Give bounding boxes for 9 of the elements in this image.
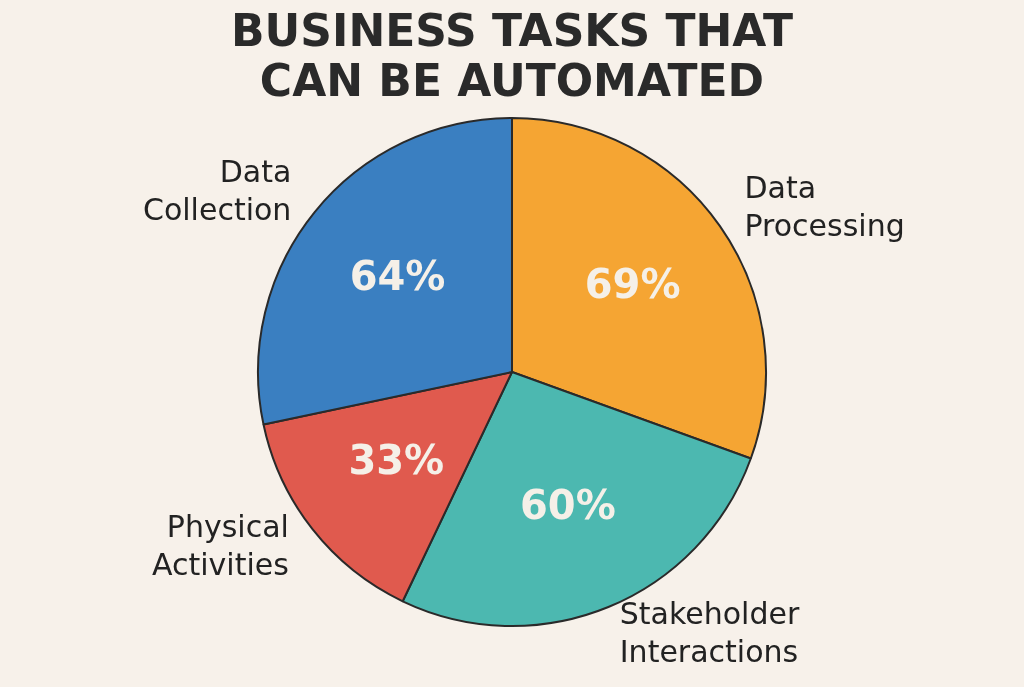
data-label: 64% [349,252,446,299]
slice-label: Stakeholder Interactions [619,595,800,669]
chart-title: BUSINESS TASKS THAT CAN BE AUTOMATED [230,5,794,106]
data-label: 69% [584,260,681,307]
slice-label: Data Collection [142,153,292,227]
slice-label: Data Processing [744,169,905,243]
data-label: 60% [520,481,616,528]
slice-label: Physical Activities [152,508,289,582]
data-label: 33% [348,436,445,483]
